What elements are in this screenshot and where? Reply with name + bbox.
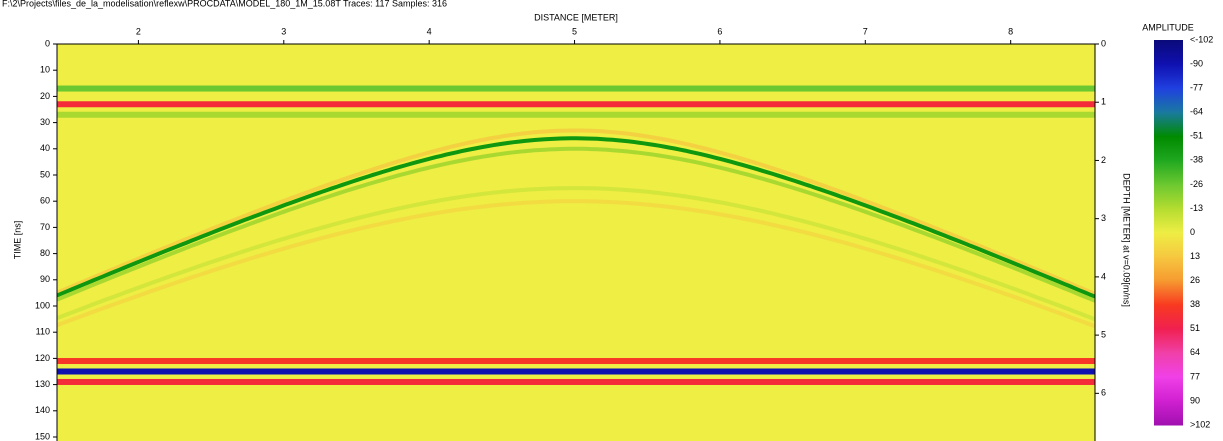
- hyperbola: [57, 186, 1095, 322]
- colorbar-segment: [1154, 352, 1183, 378]
- colorbar-segment: [1154, 256, 1183, 282]
- colorbar-segment: [1154, 64, 1183, 89]
- colorbar-segment: [1154, 304, 1183, 330]
- y-tick-label: 70: [40, 222, 50, 232]
- y-tick-label: 140: [35, 405, 50, 415]
- y2-tick-label: 3: [1101, 213, 1106, 223]
- y2-tick-label: 4: [1101, 271, 1106, 281]
- colorbar-label: -38: [1190, 155, 1203, 165]
- colorbar-label: 64: [1190, 347, 1200, 357]
- colorbar-segment: [1154, 208, 1183, 233]
- colorbar-title: AMPLITUDE: [1142, 22, 1194, 32]
- x-tick-label: 5: [572, 26, 577, 36]
- y-tick-label: 150: [35, 431, 50, 441]
- x-tick-label: 8: [1008, 26, 1013, 36]
- y2-tick-label: 2: [1101, 155, 1106, 165]
- y-tick-label: 20: [40, 91, 50, 101]
- y2-axis-title: DEPTH [METER] at v=0.09[m/ns]: [1122, 173, 1132, 307]
- y-tick-label: 110: [36, 327, 50, 337]
- colorbar-label: >102: [1190, 419, 1210, 429]
- colorbar-segment: [1154, 376, 1183, 402]
- y2-tick-label: 1: [1101, 97, 1106, 107]
- reflector: [57, 358, 1095, 365]
- colorbar-segment: [1154, 112, 1183, 137]
- colorbar-segment: [1154, 184, 1183, 209]
- x-tick-label: 3: [281, 26, 286, 36]
- y-tick-label: 130: [35, 379, 50, 389]
- colorbar-label: <-102: [1190, 34, 1213, 44]
- y-tick-label: 100: [35, 300, 50, 310]
- x-tick-label: 4: [427, 26, 432, 36]
- colorbar-segment: [1154, 328, 1183, 354]
- reflector: [57, 378, 1095, 385]
- x-axis-title: DISTANCE [METER]: [534, 12, 618, 22]
- colorbar-label: -77: [1190, 83, 1203, 93]
- colorbar-segment: [1154, 88, 1183, 113]
- background: [57, 44, 1095, 441]
- colorbar-label: 13: [1190, 251, 1200, 261]
- colorbar-segment: [1154, 400, 1183, 426]
- hyperbola: [57, 128, 1095, 296]
- header: F:\2\Projects\files_de_la_modelisation\r…: [2, 0, 447, 8]
- colorbar-label: 38: [1190, 299, 1200, 309]
- plot-area: [57, 44, 1095, 441]
- colorbar-segment: [1154, 232, 1183, 258]
- reflector: [57, 111, 1095, 118]
- y-tick-label: 120: [35, 353, 50, 363]
- y-tick-label: 60: [40, 196, 50, 206]
- x-tick-label: 2: [136, 26, 141, 36]
- y-tick-label: 50: [40, 169, 50, 179]
- colorbar-label: 90: [1190, 395, 1200, 405]
- reflector: [57, 85, 1095, 92]
- y-tick-label: 0: [45, 38, 50, 48]
- y2-tick-label: 0: [1101, 38, 1106, 48]
- colorbar-label: 77: [1190, 371, 1200, 381]
- x-tick-label: 7: [863, 26, 868, 36]
- y-tick-label: 80: [40, 248, 50, 258]
- y-tick-label: 30: [40, 117, 50, 127]
- y-tick-label: 90: [40, 274, 50, 284]
- hyperbola: [57, 146, 1095, 303]
- reflector: [57, 101, 1095, 108]
- colorbar-label: -64: [1190, 107, 1203, 117]
- colorbar-label: -26: [1190, 179, 1203, 189]
- colorbar-segment: [1154, 280, 1183, 306]
- y-tick-label: 10: [40, 65, 50, 75]
- colorbar-label: -13: [1190, 203, 1203, 213]
- y2-tick-label: 6: [1101, 388, 1106, 398]
- colorbar-segment: [1154, 40, 1183, 65]
- colorbar-segment: [1154, 160, 1183, 185]
- y-tick-label: 40: [40, 143, 50, 153]
- colorbar-label: 0: [1190, 227, 1195, 237]
- hyperbola: [57, 136, 1095, 299]
- plot-frame: [56, 43, 1096, 441]
- colorbar-segment: [1154, 136, 1183, 161]
- y-axis-title: TIME [ns]: [12, 221, 22, 260]
- reflector: [57, 368, 1095, 375]
- y2-tick-label: 5: [1101, 329, 1106, 339]
- colorbar-label: 26: [1190, 275, 1200, 285]
- colorbar-label: -51: [1190, 131, 1203, 141]
- colorbar-label: -90: [1190, 58, 1203, 68]
- colorbar-label: 51: [1190, 323, 1200, 333]
- hyperbola: [57, 199, 1095, 329]
- x-tick-label: 6: [717, 26, 722, 36]
